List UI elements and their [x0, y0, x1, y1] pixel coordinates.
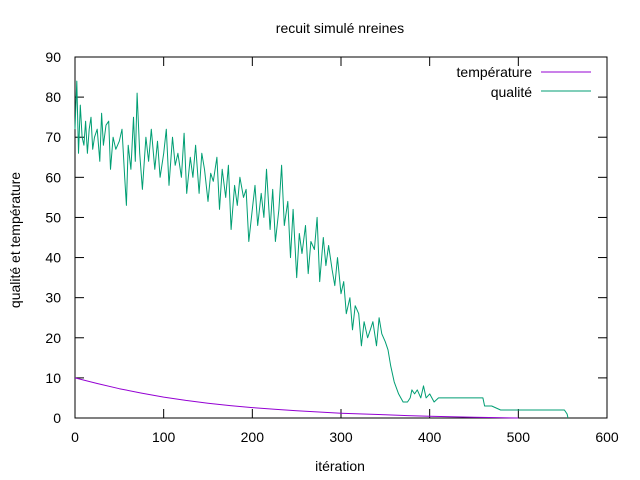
y-tick-label: 20 — [45, 330, 61, 346]
y-tick-label: 0 — [53, 410, 61, 426]
x-tick-label: 100 — [152, 429, 176, 445]
x-tick-label: 500 — [507, 429, 531, 445]
y-tick-label: 50 — [45, 209, 61, 225]
y-axis-ticks: 0 10 20 30 40 50 60 70 80 90 — [45, 49, 607, 426]
series-line-qualite — [74, 80, 569, 419]
series-layer — [74, 80, 569, 419]
y-tick-label: 70 — [45, 129, 61, 145]
y-tick-label: 60 — [45, 169, 61, 185]
x-tick-label: 600 — [595, 429, 619, 445]
legend: température qualité — [457, 64, 591, 100]
x-tick-label: 400 — [418, 429, 442, 445]
x-tick-label: 0 — [71, 429, 79, 445]
y-tick-label: 10 — [45, 370, 61, 386]
y-tick-label: 30 — [45, 290, 61, 306]
y-axis-label: qualité et température — [7, 172, 23, 308]
x-tick-label: 300 — [329, 429, 353, 445]
x-tick-label: 200 — [241, 429, 265, 445]
y-tick-label: 40 — [45, 250, 61, 266]
chart-title: recuit simulé nreines — [276, 20, 404, 36]
x-axis-ticks: 0 100 200 300 400 500 600 — [71, 57, 619, 445]
legend-label-qualite: qualité — [491, 84, 532, 100]
y-tick-label: 80 — [45, 89, 61, 105]
y-tick-label: 90 — [45, 49, 61, 65]
x-axis-label: itération — [315, 458, 365, 474]
legend-label-temperature: température — [457, 64, 533, 80]
series-line-temperature — [74, 377, 519, 419]
